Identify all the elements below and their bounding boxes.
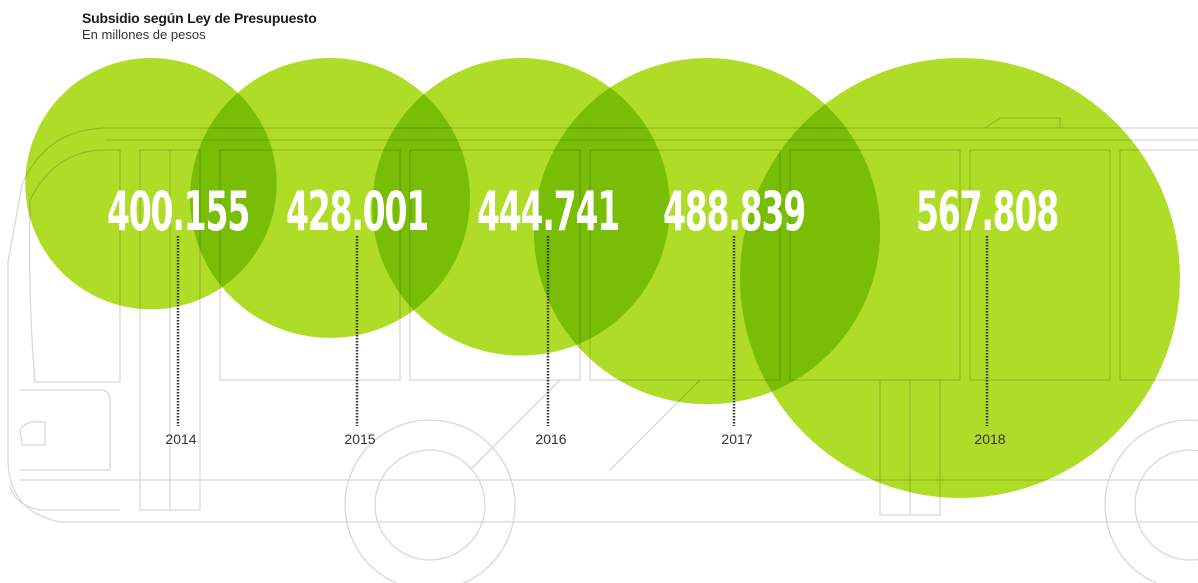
year-label-2015: 2015 — [344, 431, 375, 447]
bus-headlight — [19, 421, 46, 446]
chart-title: Subsidio según Ley de Presupuesto — [82, 10, 317, 26]
value-label-2017: 488.839 — [663, 180, 805, 243]
value-label-2018: 567.808 — [916, 180, 1058, 243]
value-label-layer: 400.155 428.001 444.741 488.839 567.808 — [107, 180, 1060, 243]
year-label-2017: 2017 — [721, 431, 752, 447]
year-label-2018: 2018 — [974, 431, 1005, 447]
year-label-layer: 2014 2015 2016 2017 2018 — [165, 431, 1005, 447]
value-label-2016: 444.741 — [477, 180, 619, 243]
value-label-2015: 428.001 — [286, 180, 428, 243]
bus-front-wheel-arch — [344, 419, 516, 583]
bubble-2018 — [740, 58, 1180, 498]
year-label-2014: 2014 — [165, 431, 196, 447]
year-label-2016: 2016 — [535, 431, 566, 447]
chart-subtitle: En millones de pesos — [82, 27, 206, 42]
bubble-layer — [25, 58, 1180, 498]
bus-rear-wheel — [1134, 449, 1198, 561]
bus-rear-wheel-arch — [1104, 419, 1198, 583]
value-label-2014: 400.155 — [107, 180, 249, 243]
bus-front-panel — [20, 389, 111, 471]
bus-front-bumper — [9, 484, 120, 511]
bus-front-wheel — [374, 449, 486, 561]
